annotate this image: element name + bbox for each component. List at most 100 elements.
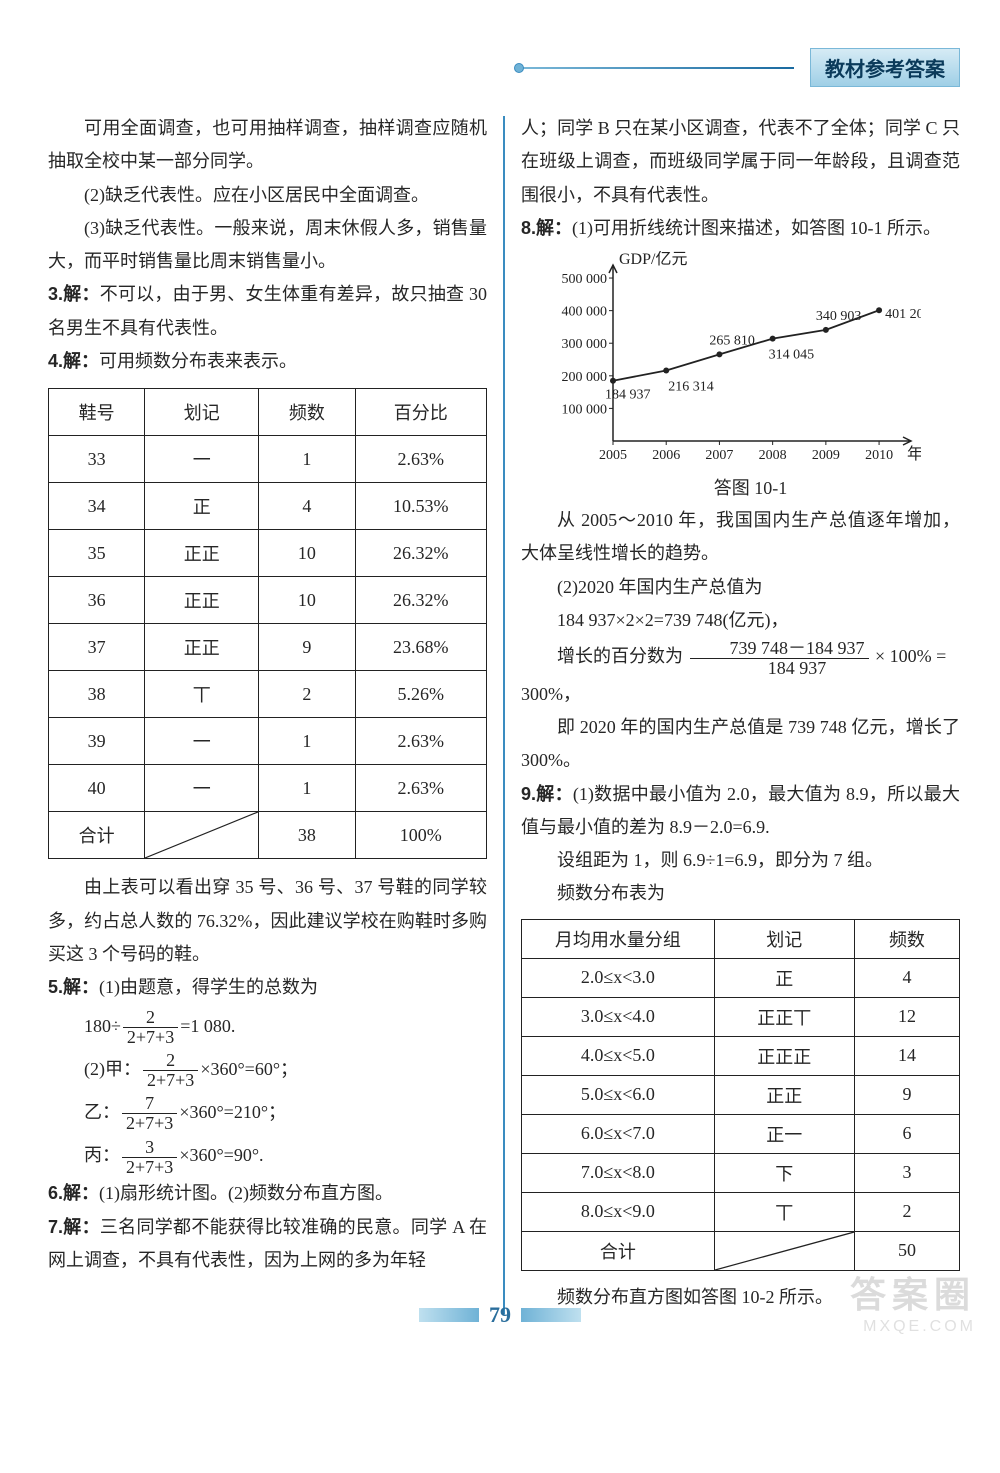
table-cell: 正正 <box>145 624 259 671</box>
q3: 3.解：不可以，由于男、女生体重有差异，故只抽查 30 名男生不具有代表性。 <box>48 278 487 345</box>
table-cell: 33 <box>49 436 145 483</box>
svg-text:184 937: 184 937 <box>605 388 651 403</box>
fraction: 739 748－184 937184 937 <box>690 639 869 678</box>
q9: 9.解：(1)数据中最小值为 2.0，最大值为 8.9，所以最大值与最小值的差为… <box>521 778 960 845</box>
q7: 7.解：三名同学都不能获得比较准确的民意。同学 A 在网上调查，不具有代表性，因… <box>48 1211 487 1278</box>
table-cell: 5.26% <box>355 671 486 718</box>
eq-rhs: =1 080. <box>180 1016 235 1036</box>
svg-text:216 314: 216 314 <box>668 380 714 395</box>
watermark-small: MXQE.COM <box>850 1318 976 1336</box>
footer-decor-right <box>521 1308 581 1322</box>
table-cell: 39 <box>49 718 145 765</box>
svg-text:401 202: 401 202 <box>885 307 921 322</box>
table-cell: 正正 <box>145 530 259 577</box>
svg-text:GDP/亿元: GDP/亿元 <box>619 251 687 268</box>
label: (2)甲： <box>84 1059 141 1079</box>
svg-text:300 000: 300 000 <box>562 337 608 352</box>
table-cell: 38 <box>259 812 355 859</box>
table-cell <box>145 812 259 859</box>
left-column: 可用全面调查，也可用抽样调查，抽样调查应随机抽取全校中某一部分同学。 (2)缺乏… <box>48 112 503 1314</box>
q8-lead: 8.解： <box>521 218 572 238</box>
table-cell: 4.0≤x<5.0 <box>522 1036 715 1075</box>
table-cell: 一 <box>145 765 259 812</box>
watermark-big: 答案圈 <box>850 1266 976 1318</box>
table-cell: 36 <box>49 577 145 624</box>
eq-5-2c: 丙：32+7+3×360°=90°. <box>84 1134 487 1177</box>
svg-text:2008: 2008 <box>759 448 787 463</box>
svg-text:500 000: 500 000 <box>562 272 608 287</box>
table-header: 频数 <box>259 389 355 436</box>
shoe-size-table: 鞋号划记频数百分比33一12.63%34正410.53%35正正1026.32%… <box>48 388 487 859</box>
svg-text:400 000: 400 000 <box>562 305 608 320</box>
table-cell: 38 <box>49 671 145 718</box>
svg-text:2005: 2005 <box>599 448 627 463</box>
para: 从 2005～2010 年，我国国内生产总值逐年增加，大体呈线性增长的趋势。 <box>521 504 960 571</box>
table-header: 月均用水量分组 <box>522 919 715 958</box>
table-cell: 26.32% <box>355 577 486 624</box>
para: 184 937×2×2=739 748(亿元)， <box>521 604 960 637</box>
table-row: 2.0≤x<3.0正4 <box>522 958 960 997</box>
svg-text:314 045: 314 045 <box>769 348 815 363</box>
para: (3)缺乏代表性。一般来说，周末休假人多，销售量大，而平时销售量比周末销售量小。 <box>48 212 487 279</box>
q5-lead: 5.解： <box>48 977 99 997</box>
svg-text:2010: 2010 <box>865 448 893 463</box>
eq-5-2a: (2)甲：22+7+3×360°=60°； <box>84 1048 487 1091</box>
table-cell: 10 <box>259 577 355 624</box>
table-row: 8.0≤x<9.0丅2 <box>522 1192 960 1231</box>
table-cell: 23.68% <box>355 624 486 671</box>
table-row: 35正正1026.32% <box>49 530 487 577</box>
q6: 6.解：(1)扇形统计图。(2)频数分布直方图。 <box>48 1177 487 1210</box>
para: 即 2020 年的国内生产总值是 739 748 亿元，增长了 300%。 <box>521 711 960 778</box>
q4-lead: 4.解： <box>48 351 99 371</box>
eq-5-2b: 乙：72+7+3×360°=210°； <box>84 1091 487 1134</box>
table-row: 6.0≤x<7.0正一6 <box>522 1114 960 1153</box>
table-cell: 2.63% <box>355 436 486 483</box>
page-number: 79 <box>489 1302 511 1328</box>
table-cell: 4 <box>259 483 355 530</box>
para: 频数分布表为 <box>521 877 960 910</box>
fraction: 72+7+3 <box>122 1094 177 1133</box>
table-cell: 正正 <box>145 577 259 624</box>
table-cell: 正 <box>145 483 259 530</box>
table-cell: 1 <box>259 436 355 483</box>
q5: 5.解：(1)由题意，得学生的总数为 <box>48 971 487 1004</box>
table-row: 34正410.53% <box>49 483 487 530</box>
table-cell: 正正正 <box>714 1036 854 1075</box>
header-rule <box>520 67 794 69</box>
table-row: 合计38100% <box>49 812 487 859</box>
para-frac: 增长的百分数为 739 748－184 937184 937 × 100% = <box>521 637 960 677</box>
table-row: 40一12.63% <box>49 765 487 812</box>
para-cont: 人；同学 B 只在某小区调查，代表不了全体；同学 C 只在班级上调查，而班级同学… <box>521 112 960 212</box>
frequency-table: 月均用水量分组划记频数2.0≤x<3.0正43.0≤x<4.0正正丅124.0≤… <box>521 919 960 1271</box>
table-row: 37正正923.68% <box>49 624 487 671</box>
line-chart-svg: 100 000 200 000 300 000 400 000 500 000 2005 2… <box>541 251 921 471</box>
table-cell: 7.0≤x<8.0 <box>522 1153 715 1192</box>
para: (2)缺乏代表性。应在小区居民中全面调查。 <box>48 179 487 212</box>
fraction: 32+7+3 <box>122 1138 177 1177</box>
footer-decor-left <box>419 1308 479 1322</box>
right-column: 人；同学 B 只在某小区调查，代表不了全体；同学 C 只在班级上调查，而班级同学… <box>505 112 960 1314</box>
table-header: 频数 <box>854 919 959 958</box>
q7-body: 三名同学都不能获得比较准确的民意。同学 A 在网上调查，不具有代表性，因为上网的… <box>48 1217 487 1270</box>
fraction: 22+7+3 <box>123 1008 178 1047</box>
svg-text:2009: 2009 <box>812 448 840 463</box>
table-cell: 26.32% <box>355 530 486 577</box>
svg-text:2006: 2006 <box>652 448 680 463</box>
table-cell: 6.0≤x<7.0 <box>522 1114 715 1153</box>
table-cell: 合计 <box>522 1231 715 1270</box>
table-cell: 10.53% <box>355 483 486 530</box>
q8-1: (1)可用折线统计图来描述，如答图 10-1 所示。 <box>572 218 941 238</box>
svg-text:200 000: 200 000 <box>562 370 608 385</box>
table-cell <box>714 1231 854 1270</box>
q9-a: (1)数据中最小值为 2.0，最大值为 8.9，所以最大值与最小值的差为 8.9… <box>521 784 960 837</box>
table-row: 36正正1026.32% <box>49 577 487 624</box>
label: 乙： <box>84 1102 120 1122</box>
table-cell: 40 <box>49 765 145 812</box>
svg-text:100 000: 100 000 <box>562 403 608 418</box>
table-cell: 合计 <box>49 812 145 859</box>
table-cell: 3 <box>854 1153 959 1192</box>
q6-body: (1)扇形统计图。(2)频数分布直方图。 <box>99 1183 393 1203</box>
table-header: 划记 <box>145 389 259 436</box>
q4-body: 可用频数分布表来表示。 <box>99 351 297 371</box>
header-dot-icon <box>514 63 524 73</box>
